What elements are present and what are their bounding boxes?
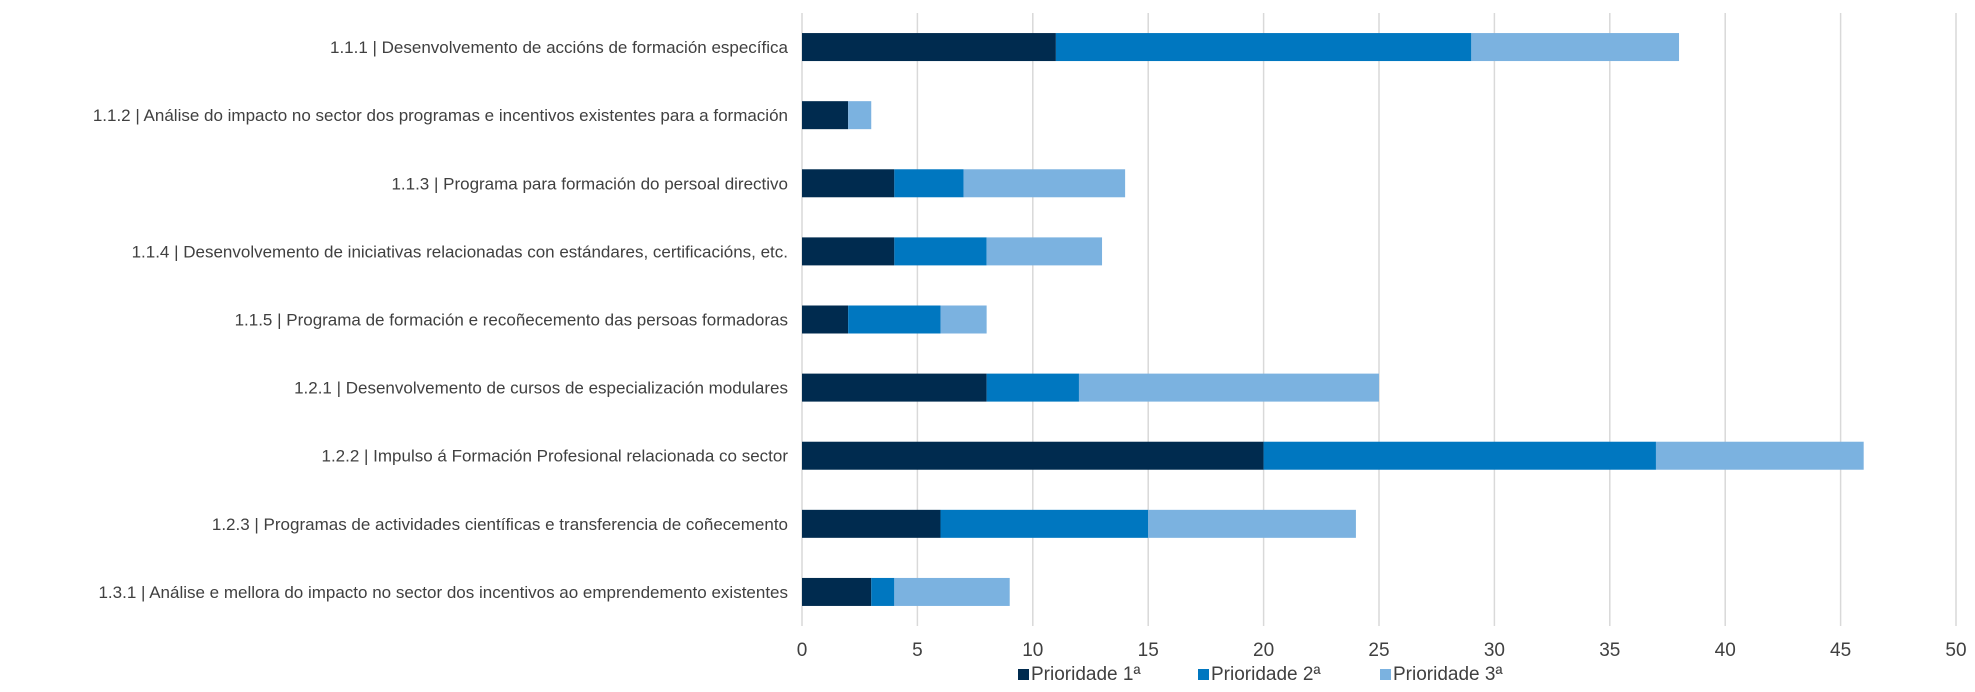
x-tick-label: 30 [1484, 640, 1505, 661]
bar-segment-series-1 [802, 509, 941, 538]
bar-segment-series-2 [1263, 441, 1656, 470]
category-label: 1.1.5 | Programa de formación e recoñece… [235, 311, 788, 330]
legend-label: Prioridade 2ª [1211, 664, 1321, 685]
bar-segment-series-2 [848, 305, 941, 334]
bar-segment-series-3 [1471, 33, 1680, 62]
bar-segment-series-2 [894, 169, 964, 198]
bar-segment-series-2 [940, 509, 1149, 538]
bars [802, 33, 1864, 606]
x-tick-label: 25 [1368, 640, 1389, 661]
category-labels: 1.1.1 | Desenvolvemento de accións de fo… [93, 38, 789, 602]
bar-segment-series-2 [986, 373, 1079, 402]
x-tick-label: 50 [1945, 640, 1966, 661]
x-tick-label: 45 [1830, 640, 1851, 661]
bar-segment-series-1 [802, 577, 872, 606]
category-label: 1.1.4 | Desenvolvemento de iniciativas r… [132, 242, 788, 261]
bar-segment-series-2 [871, 577, 895, 606]
bar-segment-series-3 [848, 101, 872, 130]
x-tick-label: 35 [1599, 640, 1620, 661]
category-label: 1.2.2 | Impulso á Formación Profesional … [322, 447, 789, 466]
bar-segment-series-3 [894, 577, 1010, 606]
category-label: 1.2.1 | Desenvolvemento de cursos de esp… [294, 379, 788, 398]
x-tick-labels: 0 5 10 15 20 25 30 35 40 45 50 [797, 640, 1967, 661]
category-label: 1.1.2 | Análise do impacto no sector dos… [93, 106, 788, 125]
x-tick-label: 20 [1253, 640, 1274, 661]
bar-segment-series-2 [894, 237, 987, 266]
bar-segment-series-3 [963, 169, 1126, 198]
category-label: 1.1.3 | Programa para formación do perso… [391, 174, 788, 193]
category-label: 1.1.1 | Desenvolvemento de accións de fo… [330, 38, 789, 57]
category-label: 1.3.1 | Análise e mellora do impacto no … [98, 583, 788, 602]
bar-segment-series-1 [802, 237, 895, 266]
bar-segment-series-1 [802, 169, 895, 198]
bar-segment-series-1 [802, 373, 987, 402]
x-tick-label: 0 [797, 640, 808, 661]
x-tick-label: 10 [1022, 640, 1043, 661]
bar-segment-series-3 [940, 305, 987, 334]
legend-label: Prioridade 1ª [1031, 664, 1141, 685]
x-tick-label: 15 [1138, 640, 1159, 661]
bar-segment-series-2 [1055, 33, 1472, 62]
category-label: 1.2.3 | Programas de actividades científ… [212, 515, 788, 534]
legend-swatch [1380, 669, 1391, 680]
x-tick-label: 5 [912, 640, 923, 661]
legend-swatch [1198, 669, 1209, 680]
bar-segment-series-1 [802, 101, 849, 130]
gridlines [801, 13, 1957, 626]
legend-swatch [1018, 669, 1029, 680]
bar-segment-series-3 [1148, 509, 1356, 538]
legend-label: Prioridade 3ª [1393, 664, 1503, 685]
bar-segment-series-1 [802, 33, 1056, 62]
x-tick-label: 40 [1715, 640, 1736, 661]
bar-segment-series-1 [802, 305, 849, 334]
bar-segment-series-3 [986, 237, 1103, 266]
bar-segment-series-3 [1655, 441, 1864, 470]
bar-segment-series-1 [802, 441, 1264, 470]
legend: Prioridade 1ª Prioridade 2ª Prioridade 3ª [1018, 664, 1503, 685]
bar-segment-series-3 [1078, 373, 1379, 402]
